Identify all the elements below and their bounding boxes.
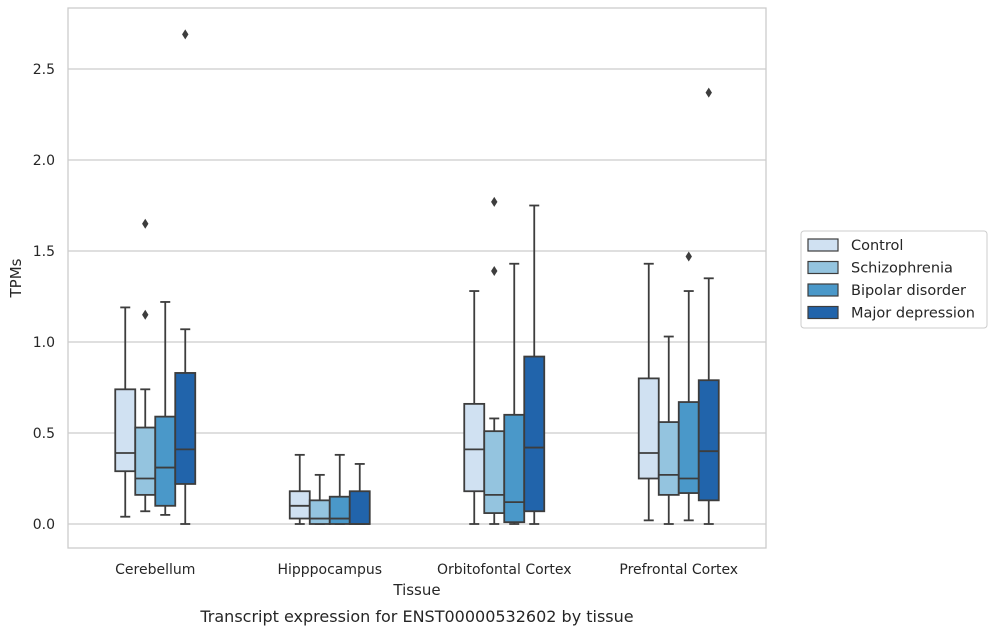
iqr-box (463, 402, 486, 493)
legend: Control Schizophrenia Bipolar disorder Majo… (800, 230, 988, 329)
iqr-box (657, 421, 680, 496)
box-major-depression (523, 204, 546, 525)
box-bipolar-disorder (503, 262, 526, 525)
y-tick-label: 0.5 (33, 426, 55, 442)
box-schizophrenia (483, 196, 506, 525)
outlier-point (491, 266, 498, 277)
legend-swatch (807, 283, 839, 297)
legend-label: Schizophrenia (851, 261, 953, 277)
outlier-point (705, 87, 712, 98)
iqr-box (348, 490, 371, 525)
chart-caption: Transcript expression for ENST0000053260… (199, 607, 633, 626)
iqr-box (114, 388, 137, 473)
box-control (114, 306, 137, 518)
x-tick-label: Cerebellum (115, 562, 195, 578)
box-control (637, 262, 660, 522)
legend-swatch (807, 305, 839, 320)
y-axis-title: TPMs (7, 258, 25, 298)
iqr-box (174, 372, 197, 485)
iqr-box (308, 499, 331, 525)
box-groups (114, 29, 720, 525)
x-tick-label: Prefrontal Cortex (619, 562, 738, 578)
iqr-box (328, 495, 351, 525)
legend-label: Major depression (851, 306, 975, 322)
box-major-depression (697, 87, 720, 525)
x-axis-title: Tissue (392, 581, 440, 599)
outlier-point (142, 218, 149, 229)
outlier-point (685, 251, 692, 262)
outlier-point (142, 309, 149, 320)
iqr-box (483, 430, 506, 514)
y-tick-label: 2.5 (33, 62, 55, 78)
box-control (288, 453, 311, 525)
iqr-box (503, 413, 526, 524)
box-major-depression (174, 29, 197, 525)
legend-label: Bipolar disorder (851, 283, 966, 299)
iqr-box (154, 415, 177, 507)
iqr-box (637, 377, 660, 480)
iqr-box (134, 426, 157, 496)
y-tick-label: 1.5 (33, 244, 55, 260)
iqr-box (677, 401, 700, 494)
y-tick-label: 2.0 (33, 153, 55, 169)
iqr-box (288, 490, 311, 520)
y-tick-label: 0.0 (33, 517, 55, 533)
box-major-depression (348, 463, 371, 525)
x-tick-label: Hipppocampus (277, 562, 382, 578)
x-tick-label: Orbitofontal Cortex (437, 562, 572, 578)
box-schizophrenia (134, 218, 157, 513)
plot-area-frame (67, 7, 767, 549)
outlier-point (182, 29, 189, 40)
outlier-point (491, 196, 498, 207)
legend-swatch (807, 238, 839, 252)
legend-frame (800, 230, 988, 329)
legend-swatch (807, 260, 839, 275)
y-axis-ticks: 0.0 0.5 1.0 1.5 2.0 2.5 (33, 62, 55, 533)
iqr-box (523, 355, 546, 513)
iqr-box (697, 379, 720, 502)
legend-label: Control (851, 238, 903, 254)
y-tick-label: 1.0 (33, 335, 55, 351)
x-axis-ticks: Cerebellum Hipppocampus Orbitofontal Corte… (115, 562, 738, 578)
